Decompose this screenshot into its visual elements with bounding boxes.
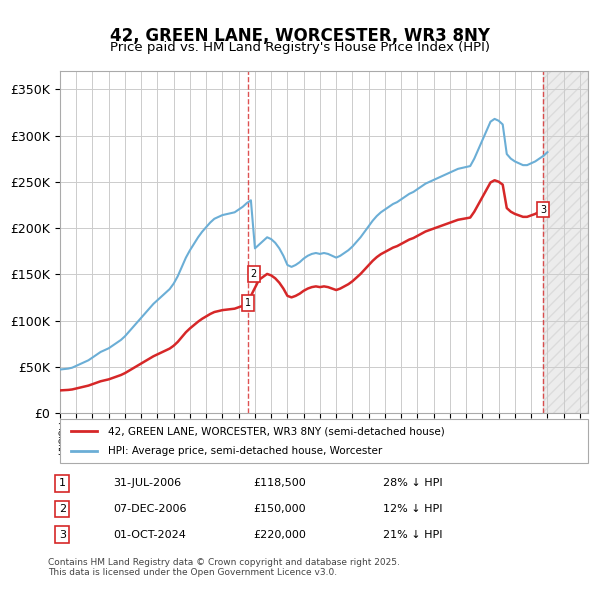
Text: 3: 3 xyxy=(540,205,547,215)
Text: 2: 2 xyxy=(59,504,66,514)
Text: 28% ↓ HPI: 28% ↓ HPI xyxy=(383,478,442,488)
Text: 42, GREEN LANE, WORCESTER, WR3 8NY: 42, GREEN LANE, WORCESTER, WR3 8NY xyxy=(110,27,490,45)
Text: Price paid vs. HM Land Registry's House Price Index (HPI): Price paid vs. HM Land Registry's House … xyxy=(110,41,490,54)
Text: £150,000: £150,000 xyxy=(253,504,306,514)
Text: £118,500: £118,500 xyxy=(253,478,306,488)
Text: Contains HM Land Registry data © Crown copyright and database right 2025.
This d: Contains HM Land Registry data © Crown c… xyxy=(48,558,400,577)
Text: 12% ↓ HPI: 12% ↓ HPI xyxy=(383,504,442,514)
Text: £220,000: £220,000 xyxy=(253,530,306,539)
Text: 01-OCT-2024: 01-OCT-2024 xyxy=(113,530,185,539)
Text: HPI: Average price, semi-detached house, Worcester: HPI: Average price, semi-detached house,… xyxy=(107,446,382,455)
Text: 07-DEC-2006: 07-DEC-2006 xyxy=(113,504,187,514)
FancyBboxPatch shape xyxy=(60,419,588,463)
Text: 3: 3 xyxy=(59,530,66,539)
Text: 42, GREEN LANE, WORCESTER, WR3 8NY (semi-detached house): 42, GREEN LANE, WORCESTER, WR3 8NY (semi… xyxy=(107,427,444,436)
Text: 2: 2 xyxy=(251,269,257,279)
Text: 1: 1 xyxy=(245,299,251,309)
Text: 21% ↓ HPI: 21% ↓ HPI xyxy=(383,530,442,539)
Text: 31-JUL-2006: 31-JUL-2006 xyxy=(113,478,181,488)
Bar xyxy=(544,71,588,413)
Text: 1: 1 xyxy=(59,478,66,488)
